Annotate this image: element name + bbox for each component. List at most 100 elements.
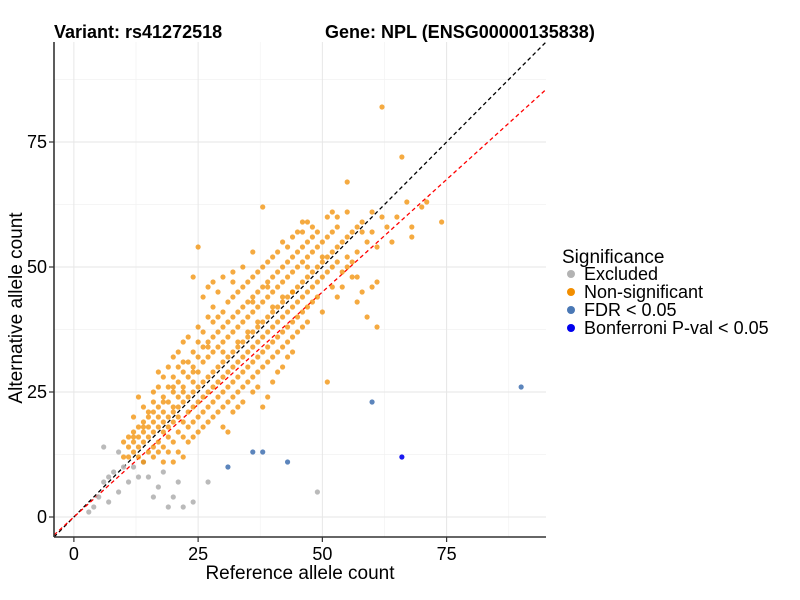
- data-point: [210, 304, 216, 310]
- data-point: [284, 459, 291, 465]
- data-point: [220, 359, 226, 365]
- data-point: [160, 394, 166, 400]
- data-point: [235, 359, 241, 365]
- data-point: [309, 249, 316, 255]
- data-point: [334, 224, 340, 230]
- legend-title: Significance: [562, 247, 664, 268]
- legend: Significance ExcludedNon-significantFDR …: [562, 247, 769, 338]
- legend-swatch: [567, 306, 575, 314]
- data-point: [145, 409, 152, 415]
- data-point: [225, 319, 231, 325]
- data-point: [150, 454, 156, 460]
- data-point: [250, 389, 256, 395]
- x-tick-label: 0: [69, 544, 79, 564]
- data-point: [319, 274, 325, 280]
- data-point: [344, 254, 350, 260]
- axes: [53, 42, 546, 538]
- data-point: [215, 409, 221, 415]
- data-point: [260, 284, 266, 290]
- data-point: [205, 314, 211, 320]
- data-point: [155, 404, 161, 410]
- reference-lines: [53, 41, 547, 538]
- data-point: [329, 264, 335, 270]
- data-point: [304, 289, 311, 295]
- data-point: [195, 369, 201, 375]
- data-point: [404, 199, 410, 205]
- data-point: [270, 379, 276, 385]
- data-point: [160, 469, 166, 475]
- data-point: [329, 209, 335, 215]
- legend-swatch: [567, 324, 575, 332]
- data-point: [195, 324, 201, 330]
- data-point: [255, 339, 261, 345]
- data-point: [200, 294, 206, 300]
- data-point: [140, 459, 147, 465]
- legend-entry: Bonferroni P-val < 0.05: [567, 318, 769, 338]
- data-point: [309, 299, 316, 305]
- data-point: [235, 324, 241, 330]
- data-point: [230, 279, 236, 285]
- data-point: [125, 434, 132, 440]
- data-point: [294, 264, 301, 270]
- data-point: [160, 444, 166, 450]
- data-point: [364, 239, 370, 245]
- data-point: [255, 289, 261, 295]
- data-point: [120, 439, 127, 445]
- data-point: [265, 344, 271, 350]
- legend-entry: Excluded: [567, 264, 658, 284]
- data-point: [200, 359, 206, 365]
- data-point: [240, 319, 246, 325]
- data-point: [245, 379, 251, 385]
- data-point: [200, 344, 206, 350]
- data-point: [369, 284, 375, 290]
- data-point: [185, 424, 191, 430]
- data-point: [379, 214, 385, 220]
- data-point: [289, 304, 296, 310]
- data-point: [289, 334, 296, 340]
- data-point: [240, 369, 246, 375]
- data-point: [349, 274, 355, 280]
- data-point: [205, 404, 211, 410]
- data-point: [240, 399, 246, 405]
- data-point: [106, 474, 112, 480]
- data-point: [140, 404, 147, 410]
- data-point: [205, 354, 211, 360]
- data-point: [329, 229, 335, 235]
- data-point: [294, 229, 301, 235]
- data-point: [265, 294, 271, 300]
- data-point: [270, 324, 276, 330]
- series-1: [120, 104, 445, 465]
- data-point: [334, 244, 340, 250]
- data-point: [190, 419, 196, 425]
- data-point: [294, 329, 301, 335]
- data-point: [180, 384, 186, 390]
- data-point: [314, 279, 320, 285]
- data-point: [399, 154, 405, 160]
- series-0: [86, 444, 320, 515]
- data-point: [86, 509, 92, 515]
- data-point: [344, 234, 350, 240]
- data-point: [240, 264, 246, 270]
- chart-title-variant: Variant: rs41272518: [54, 22, 222, 42]
- data-point: [334, 294, 340, 300]
- data-point: [240, 354, 246, 360]
- data-point: [235, 344, 241, 350]
- data-point: [175, 394, 181, 400]
- data-point: [135, 434, 142, 440]
- legend-swatch: [567, 288, 575, 296]
- data-point: [195, 339, 201, 345]
- data-point: [275, 369, 281, 375]
- data-point: [120, 454, 127, 460]
- data-point: [369, 399, 375, 405]
- y-tick-label: 50: [27, 257, 47, 277]
- data-point: [284, 244, 291, 250]
- data-point: [334, 214, 340, 220]
- data-point: [250, 299, 256, 305]
- data-point: [190, 349, 196, 355]
- data-point: [364, 314, 370, 320]
- data-point: [339, 269, 345, 275]
- data-point: [135, 424, 142, 430]
- data-point: [319, 254, 325, 260]
- data-point: [135, 474, 142, 480]
- data-point: [190, 499, 196, 505]
